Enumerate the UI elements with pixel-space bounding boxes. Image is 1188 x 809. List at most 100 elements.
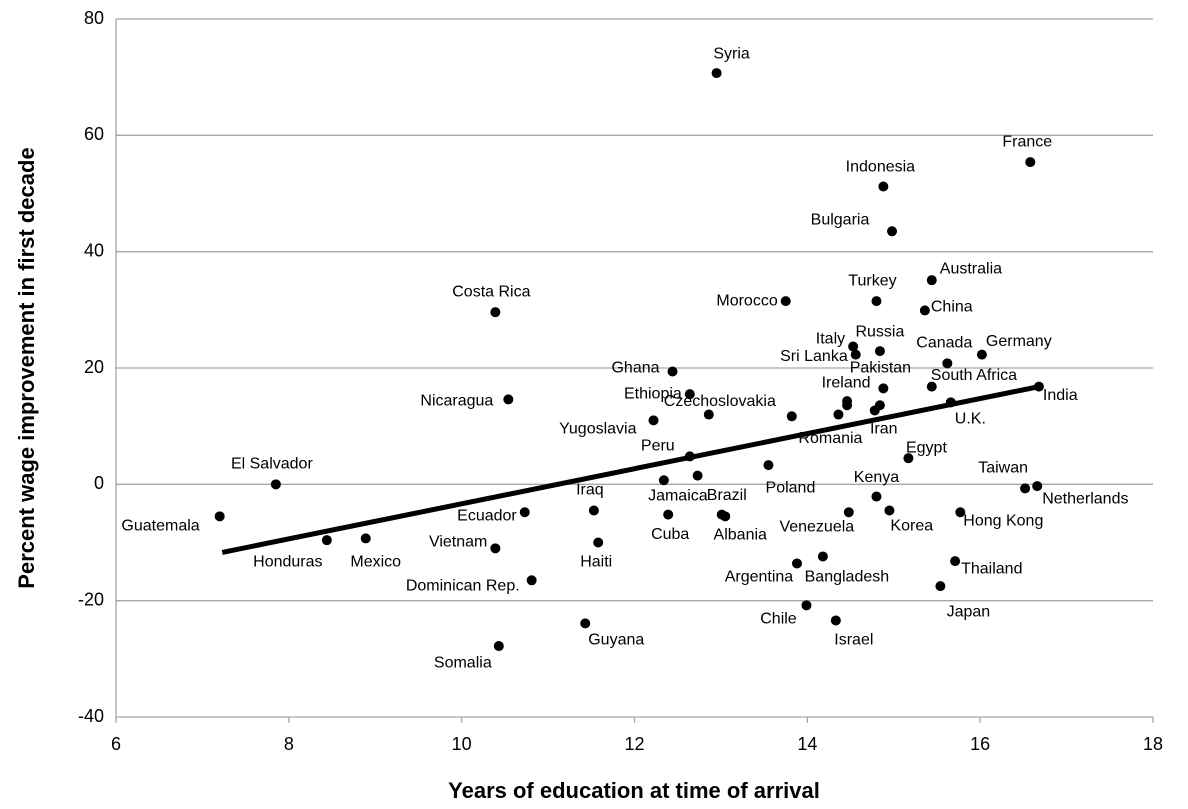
- point: [493, 641, 504, 652]
- point: [950, 556, 961, 567]
- point: [684, 451, 695, 462]
- point-label: Korea: [890, 518, 933, 535]
- y-tick-label: 40: [84, 240, 104, 260]
- point-label: Hong Kong: [963, 512, 1043, 529]
- point-label: Jamaica: [648, 487, 708, 504]
- point: [903, 453, 914, 464]
- point: [817, 551, 828, 562]
- point: [703, 409, 714, 420]
- point: [843, 507, 854, 518]
- point-label: Canada: [916, 335, 972, 352]
- point-label: Japan: [947, 603, 991, 620]
- point: [945, 397, 956, 408]
- x-tick-label: 18: [1143, 734, 1163, 754]
- point-label: Dominican Rep.: [406, 578, 520, 595]
- point: [842, 400, 853, 411]
- x-tick-label: 8: [284, 734, 294, 754]
- point: [884, 505, 895, 516]
- point-label: Cuba: [651, 526, 689, 543]
- point-label: El Salvador: [231, 456, 313, 473]
- point-label: Czechoslovakia: [664, 393, 776, 410]
- point-label: Australia: [940, 260, 1002, 277]
- point: [321, 535, 332, 546]
- y-tick-label: 60: [84, 124, 104, 144]
- point-label: Mexico: [350, 554, 401, 571]
- point-label: Russia: [855, 323, 904, 340]
- point-label: Egypt: [906, 439, 947, 456]
- point: [874, 400, 885, 411]
- y-tick-label: 0: [94, 473, 104, 493]
- point: [588, 505, 599, 516]
- y-tick-label: -40: [78, 706, 104, 726]
- point-label: Netherlands: [1042, 490, 1128, 507]
- point-label: Ireland: [822, 374, 871, 391]
- point-label: China: [931, 299, 973, 316]
- point: [648, 415, 659, 426]
- point: [926, 275, 937, 286]
- point: [720, 511, 731, 522]
- point-label: Indonesia: [846, 159, 915, 176]
- point-label: Israel: [834, 632, 873, 649]
- point: [692, 470, 703, 481]
- point-label: Ghana: [611, 360, 659, 377]
- point: [763, 460, 774, 471]
- point-label: Kenya: [854, 469, 899, 486]
- point: [667, 366, 678, 377]
- point: [874, 346, 885, 357]
- point: [580, 618, 591, 629]
- x-tick-label: 12: [624, 734, 644, 754]
- point-label: France: [1002, 133, 1052, 150]
- point: [658, 475, 669, 486]
- point-label: Iraq: [576, 482, 604, 499]
- point: [1032, 481, 1043, 492]
- point: [955, 507, 966, 518]
- point-label: Venezuela: [779, 518, 854, 535]
- point-label: Morocco: [716, 292, 777, 309]
- point: [780, 296, 791, 307]
- point-label: Poland: [766, 479, 816, 496]
- point-label: Albania: [714, 527, 767, 544]
- point-label: India: [1043, 387, 1078, 404]
- point: [801, 600, 812, 611]
- point: [833, 409, 844, 420]
- point: [919, 305, 930, 316]
- point-label: Taiwan: [978, 460, 1028, 477]
- y-tick-label: -20: [78, 589, 104, 609]
- point: [887, 226, 898, 237]
- point: [214, 511, 225, 522]
- point-label: Ethiopia: [624, 385, 682, 402]
- point: [791, 558, 802, 569]
- y-axis-title: Percent wage improvement in first decade: [14, 147, 39, 588]
- point: [519, 507, 530, 518]
- point: [684, 389, 695, 400]
- point: [503, 394, 514, 405]
- y-tick-label: 20: [84, 357, 104, 377]
- point-label: Brazil: [707, 487, 747, 504]
- point-label: Iran: [870, 421, 898, 438]
- point: [926, 381, 937, 392]
- point: [878, 383, 889, 394]
- point-label: Costa Rica: [452, 283, 530, 300]
- point-label: Chile: [760, 611, 797, 628]
- point: [663, 509, 674, 520]
- point: [711, 68, 722, 79]
- x-axis-title: Years of education at time of arrival: [448, 778, 820, 803]
- point-label: Somalia: [434, 654, 492, 671]
- point: [1033, 381, 1044, 392]
- point-label: Germany: [986, 333, 1052, 350]
- point-label: Vietnam: [429, 534, 487, 551]
- point-label: Pakistan: [850, 360, 911, 377]
- point-label: Romania: [798, 430, 862, 447]
- point-label: Guatemala: [121, 518, 199, 535]
- point: [871, 491, 882, 502]
- point: [942, 358, 953, 369]
- point-label: Bulgaria: [811, 212, 870, 229]
- x-tick-label: 16: [970, 734, 990, 754]
- point: [786, 411, 797, 422]
- x-tick-label: 14: [797, 734, 817, 754]
- point-label: Haiti: [580, 554, 612, 571]
- point-label: Guyana: [588, 632, 644, 649]
- trend-line: [221, 384, 1040, 555]
- point-label: Nicaragua: [420, 393, 493, 410]
- point-label: Peru: [641, 438, 675, 455]
